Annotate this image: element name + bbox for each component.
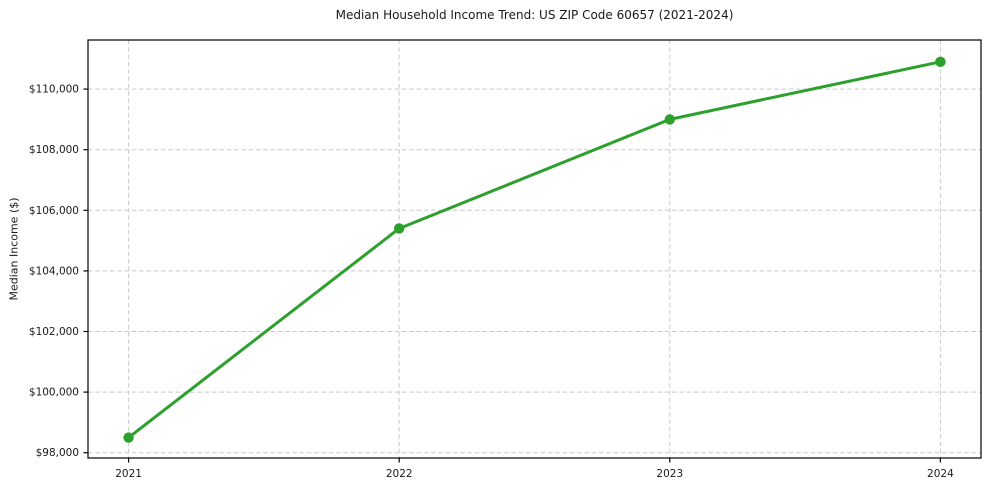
chart-title: Median Household Income Trend: US ZIP Co… <box>335 8 734 22</box>
x-tick-label: 2023 <box>656 468 683 480</box>
data-point-marker <box>664 114 676 125</box>
y-tick-label: $108,000 <box>29 144 79 156</box>
y-tick-label: $102,000 <box>29 326 79 338</box>
plot-border <box>87 39 982 459</box>
y-tick-label: $104,000 <box>29 265 79 277</box>
trend-line <box>127 60 942 440</box>
x-tick-label: 2021 <box>115 468 142 480</box>
x-tick-label: 2022 <box>386 468 413 480</box>
y-tick-label: $100,000 <box>29 387 79 399</box>
data-point-marker <box>123 432 134 443</box>
data-point-marker <box>393 223 405 234</box>
y-tick-label: $110,000 <box>29 84 79 96</box>
y-tick-label: $106,000 <box>29 205 79 217</box>
data-point-marker <box>935 56 946 68</box>
x-tick-label: 2024 <box>927 468 954 480</box>
y-tick-label: $98,000 <box>36 447 79 459</box>
